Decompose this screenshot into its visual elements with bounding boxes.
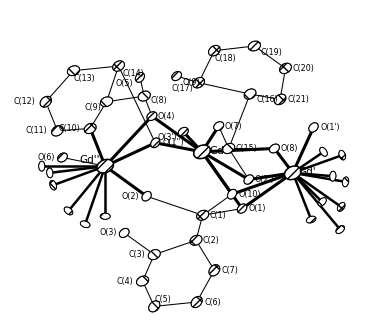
- Ellipse shape: [97, 159, 114, 173]
- Text: O(10): O(10): [238, 190, 261, 199]
- Ellipse shape: [338, 202, 345, 211]
- Ellipse shape: [336, 226, 345, 233]
- Text: C(19): C(19): [260, 47, 282, 57]
- Text: C(1): C(1): [209, 211, 226, 220]
- Ellipse shape: [113, 61, 124, 71]
- Text: C(14): C(14): [123, 69, 144, 78]
- Text: Gd: Gd: [209, 146, 224, 156]
- Text: O(2): O(2): [122, 192, 139, 201]
- Text: O(8): O(8): [280, 144, 298, 153]
- Ellipse shape: [100, 97, 113, 107]
- Ellipse shape: [197, 210, 209, 220]
- Text: O(5): O(5): [116, 79, 133, 88]
- Ellipse shape: [80, 221, 90, 228]
- Ellipse shape: [191, 297, 202, 308]
- Ellipse shape: [194, 145, 211, 159]
- Ellipse shape: [285, 166, 301, 180]
- Ellipse shape: [100, 213, 110, 219]
- Text: C(21): C(21): [287, 95, 309, 104]
- Ellipse shape: [67, 66, 80, 76]
- Text: C(2): C(2): [202, 236, 219, 245]
- Ellipse shape: [190, 235, 202, 245]
- Text: Gd': Gd': [299, 167, 316, 177]
- Ellipse shape: [52, 126, 64, 136]
- Ellipse shape: [274, 94, 286, 105]
- Text: O(4): O(4): [158, 112, 176, 121]
- Text: C(16): C(16): [256, 95, 278, 104]
- Text: C(9): C(9): [85, 103, 102, 112]
- Text: O(7): O(7): [225, 122, 242, 130]
- Text: O(1''): O(1''): [163, 138, 184, 147]
- Ellipse shape: [135, 72, 144, 82]
- Text: O(3): O(3): [100, 229, 117, 237]
- Ellipse shape: [58, 153, 67, 162]
- Ellipse shape: [237, 204, 247, 213]
- Text: O(6): O(6): [38, 153, 55, 162]
- Text: Gd'': Gd'': [80, 155, 100, 165]
- Text: C(15): C(15): [235, 144, 257, 153]
- Text: O(1): O(1): [249, 204, 266, 213]
- Ellipse shape: [307, 216, 316, 223]
- Ellipse shape: [172, 72, 181, 81]
- Ellipse shape: [279, 63, 291, 74]
- Ellipse shape: [119, 228, 129, 237]
- Ellipse shape: [147, 112, 157, 120]
- Text: C(10): C(10): [58, 124, 80, 133]
- Ellipse shape: [138, 91, 151, 101]
- Ellipse shape: [178, 128, 188, 136]
- Ellipse shape: [136, 276, 149, 286]
- Text: C(6): C(6): [204, 298, 221, 306]
- Ellipse shape: [342, 177, 349, 187]
- Text: C(7): C(7): [222, 266, 239, 275]
- Ellipse shape: [40, 96, 51, 107]
- Text: C(12): C(12): [14, 97, 36, 106]
- Ellipse shape: [269, 144, 279, 153]
- Ellipse shape: [47, 168, 53, 178]
- Ellipse shape: [64, 207, 73, 215]
- Ellipse shape: [39, 161, 45, 171]
- Text: C(4): C(4): [116, 277, 133, 285]
- Ellipse shape: [151, 138, 160, 148]
- Ellipse shape: [193, 77, 205, 88]
- Ellipse shape: [248, 41, 261, 51]
- Ellipse shape: [214, 122, 224, 130]
- Text: O(3'): O(3'): [158, 133, 177, 142]
- Ellipse shape: [50, 181, 56, 190]
- Text: O(2'): O(2'): [255, 175, 274, 184]
- Ellipse shape: [330, 171, 336, 181]
- Text: C(13): C(13): [73, 74, 95, 82]
- Text: C(3): C(3): [128, 250, 145, 259]
- Ellipse shape: [209, 45, 220, 56]
- Ellipse shape: [320, 147, 327, 156]
- Ellipse shape: [223, 144, 235, 154]
- Ellipse shape: [339, 150, 346, 160]
- Text: O(9): O(9): [183, 77, 200, 87]
- Ellipse shape: [244, 175, 254, 184]
- Text: C(8): C(8): [150, 95, 167, 105]
- Ellipse shape: [84, 123, 96, 133]
- Ellipse shape: [142, 191, 151, 201]
- Ellipse shape: [309, 123, 318, 132]
- Ellipse shape: [244, 89, 256, 99]
- Ellipse shape: [149, 301, 160, 312]
- Text: C(5): C(5): [154, 295, 171, 303]
- Text: C(20): C(20): [293, 64, 315, 73]
- Text: C(17): C(17): [172, 84, 194, 93]
- Ellipse shape: [318, 198, 327, 206]
- Ellipse shape: [148, 250, 160, 260]
- Text: C(18): C(18): [214, 54, 236, 62]
- Text: C(11): C(11): [26, 126, 47, 135]
- Ellipse shape: [209, 265, 220, 276]
- Ellipse shape: [227, 189, 237, 199]
- Text: O(1'): O(1'): [321, 123, 341, 132]
